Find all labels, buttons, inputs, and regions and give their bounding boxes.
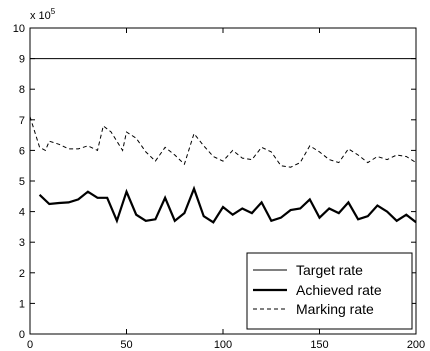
legend-label-target-rate: Target rate [296,262,363,278]
y-tick-label: 10 [13,23,25,35]
y-tick-label: 9 [19,54,25,66]
y-multiplier-base: x 10 [30,10,51,22]
y-multiplier-label: x 105 [30,7,56,22]
y-tick-label: 6 [19,145,25,157]
y-tick-label: 5 [19,176,25,188]
x-tick-label: 0 [27,339,33,351]
x-tick-label: 150 [310,339,328,351]
legend-label-achieved-rate: Achieved rate [296,282,382,298]
legend-label-marking-rate: Marking rate [296,301,374,317]
y-tick-label: 4 [19,207,25,219]
y-tick-label: 8 [19,84,25,96]
series-lines [29,58,417,224]
y-tick-label: 1 [19,298,25,310]
x-tick-label: 100 [214,339,232,351]
y-tick-label: 0 [19,329,25,341]
x-axis-ticks: 0 50 100 150 200 [27,28,425,351]
y-multiplier-exponent: 5 [51,7,56,16]
series-line-achieved-rate [38,185,417,224]
legend: Target rate Achieved rate Marking rate [246,252,413,330]
y-tick-label: 7 [19,115,25,127]
y-tick-label: 3 [19,237,25,249]
x-tick-label: 200 [407,339,425,351]
x-tick-label: 50 [120,339,132,351]
y-tick-label: 2 [19,268,25,280]
